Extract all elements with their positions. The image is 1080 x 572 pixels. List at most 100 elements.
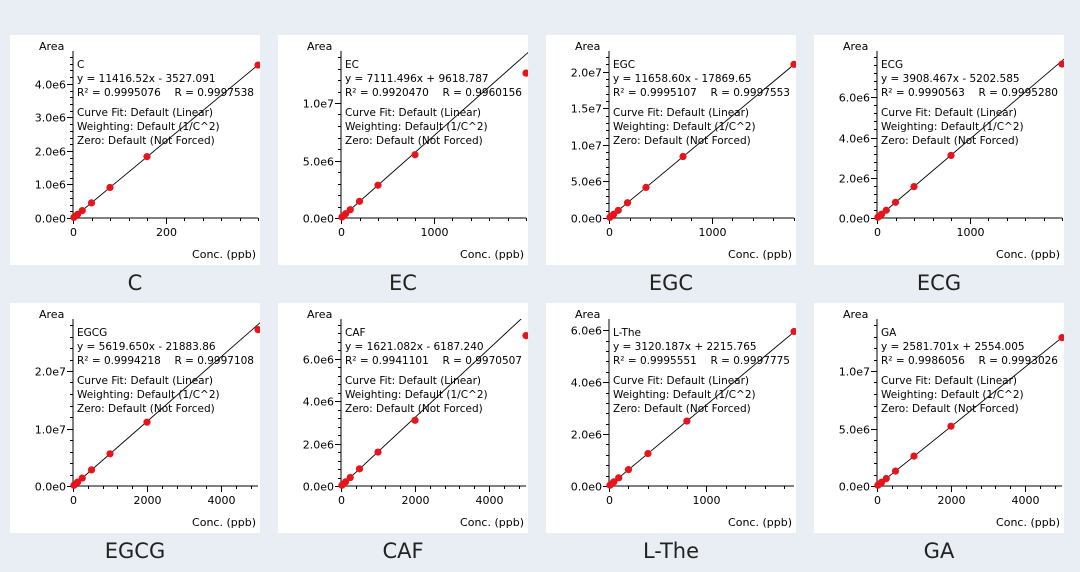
zero-note: Zero: Default (Not Forced) [345,403,483,415]
calibration-chart: Area Conc. (ppb) 0.0e0 2.0e6 4.0e6 6.0e6 0 1000… [571,308,796,529]
r-value: R = 0.9997775 [710,355,790,367]
y-axis-label: Area [575,40,600,53]
weighting-note: Weighting: Default (1/C^2) [77,121,220,133]
chart-cell-egc: Area Conc. (ppb) 0.0e0 5.0e6 1.0e7 1.5e7 2.0e7… [546,35,796,295]
series-name: C [77,59,84,71]
data-point [78,207,86,215]
x-axis-label: Conc. (ppb) [728,248,792,261]
y-tick-label: 2.0e7 [35,366,66,379]
y-tick-label: 4.0e6 [839,133,870,146]
series-name: L-The [613,327,641,339]
calibration-chart: Area Conc. (ppb) 0.0e0 2.0e6 4.0e6 6.0e6 0 2000… [303,308,528,529]
r-squared: R² = 0.9994218 [77,355,161,367]
x-tick-label: 0 [338,226,345,239]
chart-cell-c: Area Conc. (ppb) 0.0e0 1.0e6 2.0e6 3.0e6 4.0e6… [10,35,260,295]
chart-panel: Area Conc. (ppb) 0.0e0 1.0e7 2.0e7 0 2000 4000 E… [10,303,260,533]
calibration-grid: Area Conc. (ppb) 0.0e0 1.0e6 2.0e6 3.0e6 4.0e6… [10,35,1064,563]
y-tick-label: 1.0e7 [839,366,870,379]
series-name: EGCG [77,327,107,339]
y-tick-label: 0.0e0 [571,481,602,494]
fit-equation: y = 3120.187x + 2215.765 [613,341,757,353]
x-tick-label: 0 [874,494,881,507]
x-axis-label: Conc. (ppb) [192,516,256,529]
data-point [882,206,890,214]
weighting-note: Weighting: Default (1/C^2) [345,389,488,401]
x-tick-label: 0 [70,494,77,507]
fit-equation: y = 1621.082x - 6187.240 [345,341,484,353]
x-axis-label: Conc. (ppb) [996,516,1060,529]
x-tick-label: 4000 [476,494,504,507]
data-point [644,449,652,458]
weighting-note: Weighting: Default (1/C^2) [345,121,488,133]
chart-panel: Area Conc. (ppb) 0.0e0 1.0e6 2.0e6 3.0e6 4.0e6… [10,35,260,265]
weighting-note: Weighting: Default (1/C^2) [613,389,756,401]
y-tick-label: 6.0e6 [839,92,870,105]
data-point [254,61,260,69]
r-value: R = 0.9993026 [978,355,1058,367]
chart-cell-ga: Area Conc. (ppb) 0.0e0 5.0e6 1.0e7 0 2000 4000 G… [814,303,1064,563]
y-tick-label: 6.0e6 [571,325,602,338]
regression-line [609,62,796,218]
data-point [411,416,419,424]
y-tick-label: 5.0e6 [839,424,870,437]
data-point [143,418,151,426]
data-point [87,466,96,474]
y-axis-label: Area [39,40,64,53]
x-tick-label: 2000 [402,494,430,507]
data-point [910,183,918,191]
chart-cell-ecg: Area Conc. (ppb) 0.0e0 2.0e6 4.0e6 6.0e6 0 1000… [814,35,1064,295]
data-point [891,198,900,206]
data-point [346,473,354,482]
data-point [254,326,260,334]
data-point [624,466,633,474]
series-name: EC [345,59,359,71]
data-point [882,474,890,483]
data-point [614,206,622,214]
x-tick-label: 4000 [1012,494,1040,507]
series-name: CAF [345,327,366,339]
fit-equation: y = 11658.60x - 17869.65 [613,73,752,85]
zero-note: Zero: Default (Not Forced) [613,403,751,415]
r-squared: R² = 0.9995076 [77,87,161,99]
chart-cell-egcg: Area Conc. (ppb) 0.0e0 1.0e7 2.0e7 0 2000 4000 E… [10,303,260,563]
data-point [411,151,419,159]
data-point [683,417,691,425]
y-tick-label: 2.0e6 [35,146,66,159]
chart-cell-l-the: Area Conc. (ppb) 0.0e0 2.0e6 4.0e6 6.0e6 0 1000… [546,303,796,563]
fit-equation: y = 5619.650x - 21883.86 [77,341,216,353]
data-point [947,151,955,160]
y-tick-label: 0.0e0 [571,213,602,226]
regression-line [609,329,796,486]
y-tick-label: 5.0e6 [303,156,334,169]
series-name: EGC [613,59,635,71]
x-tick-label: 2000 [134,494,162,507]
data-point [910,452,918,460]
chart-cell-caf: Area Conc. (ppb) 0.0e0 2.0e6 4.0e6 6.0e6 0 2000… [278,303,528,563]
y-axis-label: Area [575,308,600,321]
data-point [1058,334,1064,342]
curve-fit-note: Curve Fit: Default (Linear) [345,107,481,119]
chart-caption: GA [923,539,955,563]
r-value: R = 0.9997538 [174,87,254,99]
y-axis-label: Area [307,40,332,53]
zero-note: Zero: Default (Not Forced) [77,135,215,147]
y-tick-label: 2.0e6 [839,173,870,186]
x-tick-label: 0 [874,226,881,239]
y-tick-label: 0.0e0 [839,481,870,494]
r-squared: R² = 0.9995107 [613,87,697,99]
chart-caption: EC [389,271,417,295]
x-tick-label: 0 [338,494,345,507]
data-point [355,197,364,205]
y-axis-label: Area [843,308,868,321]
series-name: ECG [881,59,903,71]
regression-line [341,319,522,486]
data-point [522,331,528,340]
y-tick-label: 3.0e6 [35,112,66,125]
x-tick-label: 0 [70,226,77,239]
x-axis-label: Conc. (ppb) [728,516,792,529]
r-squared: R² = 0.9920470 [345,87,429,99]
r-squared: R² = 0.9941101 [345,355,429,367]
chart-cell-ec: Area Conc. (ppb) 0.0e0 5.0e6 1.0e7 0 1000 EC y =… [278,35,528,295]
data-point [355,465,364,473]
x-axis-label: Conc. (ppb) [192,248,256,261]
